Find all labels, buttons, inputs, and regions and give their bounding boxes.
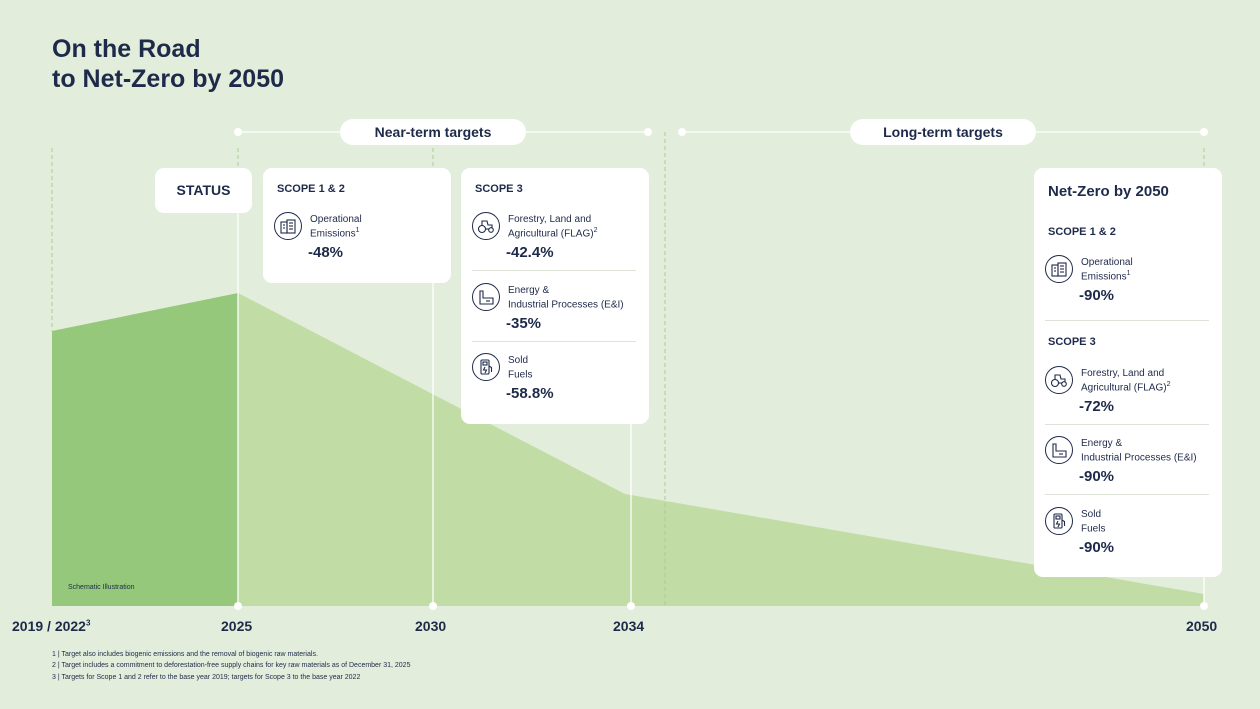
near-term-pill: Near-term targets: [340, 119, 526, 145]
tractor-icon: [472, 212, 500, 240]
axis-dot-2050: [1200, 602, 1208, 610]
fuel-pump-icon: [472, 353, 500, 381]
target-value: -48%: [308, 244, 344, 261]
long-term-pill: Long-term targets: [850, 119, 1036, 145]
title-line-1: On the Road: [52, 35, 201, 63]
target-label: Operational Emissions1: [1081, 257, 1133, 283]
range-dot: [644, 128, 652, 136]
building-icon: [274, 212, 302, 240]
range-dot: [234, 128, 242, 136]
card-heading: SCOPE 3: [475, 183, 523, 195]
year-2019-2022: 2019 / 20223: [12, 618, 91, 634]
target-label: Energy & Industrial Processes (E&I): [508, 285, 624, 311]
target-label: Sold Fuels: [508, 355, 533, 381]
schematic-note: Schematic Illustration: [68, 584, 135, 591]
axis-dot-2025: [234, 602, 242, 610]
target-value: -90%: [1079, 539, 1115, 556]
status-card: STATUS: [155, 168, 252, 213]
net-zero-title: Net-Zero by 2050: [1048, 183, 1169, 200]
near-scope3-card: SCOPE 3 Forestry, Land and Agricultural …: [461, 168, 649, 424]
year-2034: 2034: [613, 618, 645, 634]
axis-dot-2034: [627, 602, 635, 610]
item-divider: [472, 341, 636, 342]
year-2025: 2025: [221, 618, 253, 634]
net-zero-card: Net-Zero by 2050 SCOPE 1 & 2 Operational…: [1034, 168, 1222, 577]
page-title: On the Road to Net-Zero by 2050: [52, 34, 284, 94]
factory-icon: [1045, 436, 1073, 464]
target-label: Forestry, Land and Agricultural (FLAG)2: [508, 214, 598, 240]
target-value: -90%: [1079, 468, 1115, 485]
range-dot: [1200, 128, 1208, 136]
year-2050: 2050: [1186, 618, 1218, 634]
near-scope12-card: SCOPE 1 & 2 Operational Emissions1 -48%: [263, 168, 451, 283]
target-value: -72%: [1079, 398, 1115, 415]
target-value: -42.4%: [506, 244, 554, 261]
item-divider: [1045, 424, 1209, 425]
target-value: -35%: [506, 315, 542, 332]
target-label: Energy & Industrial Processes (E&I): [1081, 438, 1197, 464]
axis-dot-2030: [429, 602, 437, 610]
target-label: Sold Fuels: [1081, 509, 1106, 535]
section-divider: [1045, 320, 1209, 321]
item-divider: [472, 270, 636, 271]
footnote-1: 1 | Target also includes biogenic emissi…: [52, 651, 318, 658]
item-divider: [1045, 494, 1209, 495]
card-heading: SCOPE 1 & 2: [277, 183, 345, 195]
title-line-2: to Net-Zero by 2050: [52, 65, 285, 93]
emissions-area-dark: [52, 293, 238, 606]
footnote-2: 2 | Target includes a commitment to defo…: [52, 662, 411, 669]
target-label: Forestry, Land and Agricultural (FLAG)2: [1081, 368, 1171, 394]
card-heading: SCOPE 1 & 2: [1048, 226, 1116, 238]
range-dot: [678, 128, 686, 136]
footnote-3: 3 | Targets for Scope 1 and 2 refer to t…: [52, 674, 361, 681]
tractor-icon: [1045, 366, 1073, 394]
building-icon: [1045, 255, 1073, 283]
fuel-pump-icon: [1045, 507, 1073, 535]
target-value: -58.8%: [506, 385, 554, 402]
card-heading: SCOPE 3: [1048, 336, 1096, 348]
target-label: Operational Emissions1: [310, 214, 362, 240]
emissions-area-light: [238, 293, 1204, 606]
target-value: -90%: [1079, 287, 1115, 304]
year-2030: 2030: [415, 618, 447, 634]
factory-icon: [472, 283, 500, 311]
